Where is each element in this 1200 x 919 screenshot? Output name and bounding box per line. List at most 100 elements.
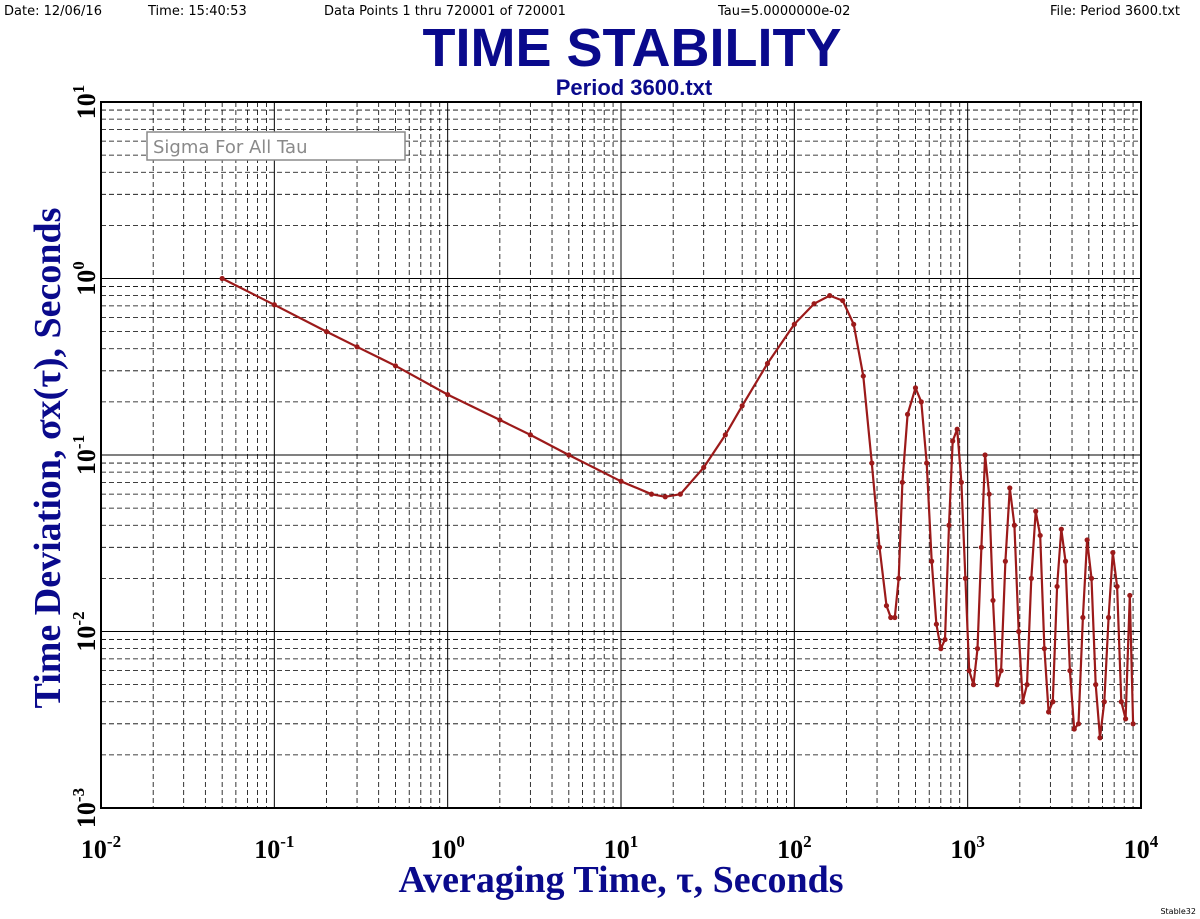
legend-box: [146, 131, 406, 161]
data-point: [962, 575, 968, 581]
data-point: [918, 399, 924, 405]
data-point: [1093, 682, 1099, 688]
data-point: [876, 544, 883, 550]
data-point: [662, 494, 668, 500]
data-point: [1016, 628, 1022, 635]
y-tick-label: 10-2: [69, 611, 101, 651]
header-time: Time: 15:40:53: [147, 4, 247, 19]
data-point: [892, 614, 898, 621]
data-point: [527, 432, 533, 438]
data-point: [1110, 549, 1116, 556]
data-point: [1028, 575, 1034, 581]
data-point: [1011, 522, 1017, 528]
x-tick-label: 100: [430, 832, 465, 864]
data-point: [1002, 558, 1008, 564]
data-point: [966, 668, 972, 674]
data-point: [970, 682, 977, 688]
data-point: [1020, 699, 1026, 705]
data-point: [1118, 699, 1124, 705]
data-point: [566, 452, 572, 458]
data-point: [739, 403, 745, 409]
data-point: [323, 329, 330, 335]
data-point: [912, 385, 919, 391]
data-point: [1114, 583, 1120, 590]
data-point: [1130, 721, 1136, 727]
data-point: [1105, 614, 1112, 621]
data-point: [899, 479, 905, 485]
x-axis-label: Averaging Time, τ, Seconds: [398, 859, 843, 901]
data-point: [946, 522, 952, 528]
data-point: [1033, 508, 1039, 514]
data-point: [869, 460, 875, 466]
x-tick-label: 102: [777, 832, 812, 864]
x-tick-label: 101: [604, 832, 639, 864]
data-point: [851, 321, 857, 327]
y-tick-labels: 10-3 10-2 10-1 100 101: [69, 85, 101, 828]
data-point: [219, 275, 225, 282]
data-point: [764, 360, 771, 367]
data-point: [354, 344, 360, 350]
y-tick-label: 100: [69, 261, 101, 296]
data-point: [1050, 699, 1056, 705]
data-point: [994, 682, 1000, 688]
data-point: [938, 646, 944, 652]
data-point: [888, 614, 894, 621]
y-tick-label: 10-3: [69, 788, 101, 828]
y-tick-label: 10-1: [69, 435, 101, 475]
legend-label: Sigma For All Tau: [153, 137, 307, 158]
data-point: [392, 363, 399, 369]
data-point: [618, 478, 624, 484]
data-point: [648, 491, 655, 497]
data-point: [883, 603, 890, 609]
credit-label: Stable32: [1160, 907, 1196, 916]
data-point: [1097, 735, 1103, 741]
x-tick-label: 104: [1124, 832, 1159, 864]
data-point: [1127, 592, 1133, 599]
y-axis-label: Time Deviation, σx(τ), Seconds: [27, 208, 69, 709]
y-tick-label: 101: [69, 85, 101, 120]
data-point: [978, 544, 984, 550]
data-point: [811, 301, 817, 307]
data-point: [1054, 583, 1060, 590]
data-point: [942, 636, 948, 643]
chart-title: TIME STABILITY: [423, 18, 842, 78]
data-point: [1075, 721, 1082, 727]
chart-subtitle: Period 3600.txt: [556, 75, 713, 100]
data-point: [1067, 668, 1073, 674]
data-point: [950, 438, 956, 444]
x-tick-label: 103: [950, 832, 985, 864]
data-point: [497, 417, 503, 423]
data-point: [1101, 699, 1107, 705]
data-point: [1045, 709, 1052, 715]
data-point: [1062, 558, 1069, 564]
x-tick-label: 10-2: [81, 832, 121, 864]
data-point: [986, 491, 992, 497]
data-point: [445, 391, 451, 398]
plot-frame: [100, 101, 1142, 809]
header-date: Date: 12/06/16: [4, 4, 102, 19]
data-point: [1084, 537, 1090, 543]
data-point: [904, 411, 911, 417]
data-point: [791, 321, 797, 327]
data-point: [701, 464, 707, 471]
data-point: [860, 373, 866, 379]
data-point: [1123, 716, 1129, 722]
data-point: [1058, 526, 1064, 532]
data-point: [1007, 485, 1013, 491]
data-point: [933, 621, 939, 627]
data-point: [1041, 646, 1047, 652]
data-point: [958, 479, 964, 485]
data-point: [271, 302, 277, 308]
data-series: [219, 275, 1136, 741]
data-point: [677, 491, 683, 497]
data-point: [896, 575, 902, 581]
data-point: [1037, 532, 1043, 539]
data-point: [929, 558, 935, 564]
header-data-points: Data Points 1 thru 720001 of 720001: [324, 4, 566, 19]
header-tau: Tau=5.0000000e-02: [717, 4, 850, 19]
data-point: [998, 668, 1004, 674]
data-point: [1080, 614, 1086, 621]
data-point: [1071, 726, 1077, 732]
data-point: [990, 597, 996, 604]
